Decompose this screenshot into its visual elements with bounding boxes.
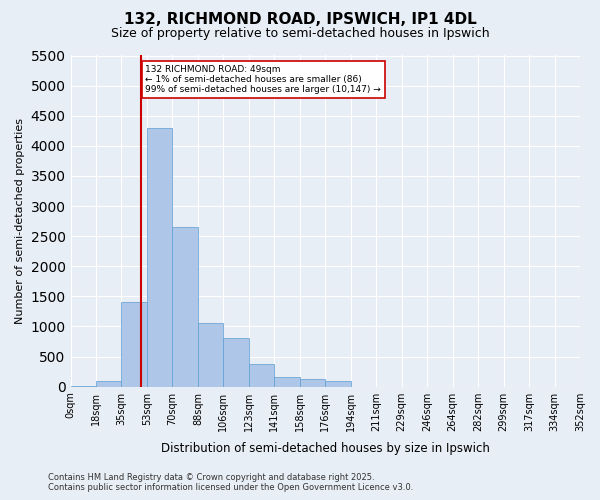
Bar [96, 382, 121, 386]
Bar [172, 227, 198, 386]
Text: Size of property relative to semi-detached houses in Ipswich: Size of property relative to semi-detach… [110, 28, 490, 40]
Bar [325, 381, 351, 386]
Bar [249, 364, 274, 386]
X-axis label: Distribution of semi-detached houses by size in Ipswich: Distribution of semi-detached houses by … [161, 442, 490, 455]
Bar [121, 302, 147, 386]
Text: 132 RICHMOND ROAD: 49sqm
← 1% of semi-detached houses are smaller (86)
99% of se: 132 RICHMOND ROAD: 49sqm ← 1% of semi-de… [145, 64, 381, 94]
Bar [223, 338, 249, 386]
Bar [274, 377, 300, 386]
Bar [300, 379, 325, 386]
Text: Contains HM Land Registry data © Crown copyright and database right 2025.
Contai: Contains HM Land Registry data © Crown c… [48, 473, 413, 492]
Bar [198, 324, 223, 386]
Y-axis label: Number of semi-detached properties: Number of semi-detached properties [15, 118, 25, 324]
Bar [147, 128, 172, 386]
Text: 132, RICHMOND ROAD, IPSWICH, IP1 4DL: 132, RICHMOND ROAD, IPSWICH, IP1 4DL [124, 12, 476, 28]
